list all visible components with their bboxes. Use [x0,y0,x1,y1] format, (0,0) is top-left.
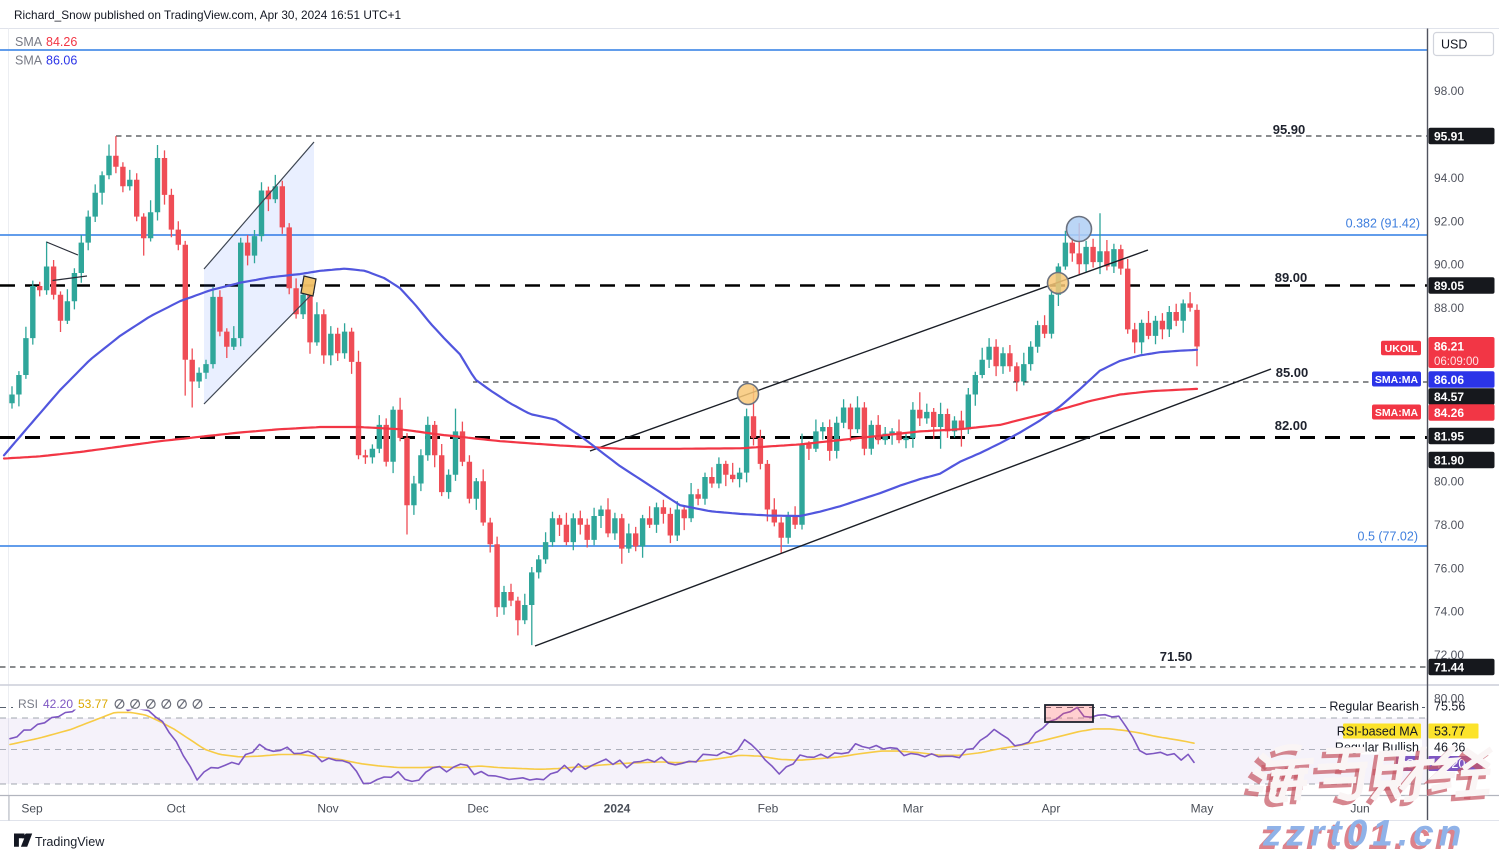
svg-text:2024: 2024 [604,802,631,816]
svg-text:May: May [1191,802,1214,816]
svg-text:85.00: 85.00 [1276,365,1309,380]
svg-text:Apr: Apr [1042,802,1061,816]
svg-text:80.00: 80.00 [1434,475,1464,489]
svg-text:Mar: Mar [903,802,924,816]
svg-text:Oct: Oct [167,802,186,816]
svg-text:84.26: 84.26 [46,35,77,49]
svg-text:42.20: 42.20 [43,697,73,711]
svg-text:Jun: Jun [1350,802,1369,816]
svg-text:RSI: RSI [18,697,38,711]
svg-text:72.00: 72.00 [1434,648,1464,662]
svg-text:76.00: 76.00 [1434,561,1464,575]
svg-text:TradingView: TradingView [35,835,105,849]
svg-text:81.90: 81.90 [1434,453,1464,467]
svg-text:06:09:00: 06:09:00 [1434,356,1479,368]
svg-text:86.21: 86.21 [1434,340,1464,354]
svg-text:75.56: 75.56 [1434,700,1465,714]
svg-text:46.36: 46.36 [1434,741,1465,755]
svg-text:71.44: 71.44 [1434,660,1464,674]
svg-text:RSI-based MA: RSI-based MA [1337,725,1419,739]
svg-text:Nov: Nov [317,802,338,816]
svg-text:84.26: 84.26 [1434,406,1464,420]
svg-text:95.91: 95.91 [1434,129,1464,143]
svg-text:UKOIL: UKOIL [1385,343,1418,355]
svg-text:Richard_Snow published on Trad: Richard_Snow published on TradingView.co… [14,8,401,22]
svg-text:zzrt01.cn: zzrt01.cn [1262,813,1466,854]
svg-text:USD: USD [1441,38,1467,52]
svg-text:86.06: 86.06 [1434,373,1464,387]
svg-text:81.95: 81.95 [1434,429,1464,443]
svg-text:80.00: 80.00 [1434,691,1464,705]
svg-text:98.00: 98.00 [1434,84,1464,98]
svg-text:84.57: 84.57 [1434,390,1464,404]
svg-text:95.90: 95.90 [1273,122,1306,137]
svg-text:92.00: 92.00 [1434,214,1464,228]
svg-text:86.06: 86.06 [46,54,77,68]
svg-text:SMA: SMA [15,35,43,49]
svg-text:zzrt01.cn: zzrt01.cn [1258,816,1462,857]
svg-text:Regular Bearish: Regular Bearish [1329,700,1419,714]
svg-text:SMA:MA: SMA:MA [1375,374,1419,386]
svg-text:94.00: 94.00 [1434,171,1464,185]
svg-text:Feb: Feb [758,802,779,816]
svg-text:78.00: 78.00 [1434,518,1464,532]
svg-text:53.77: 53.77 [78,697,108,711]
svg-text:71.50: 71.50 [1160,649,1193,664]
svg-text:SMA:MA: SMA:MA [1375,407,1419,419]
svg-text:Dec: Dec [467,802,488,816]
svg-text:89.00: 89.00 [1275,270,1308,285]
svg-text:90.00: 90.00 [1434,258,1464,272]
svg-text:89.05: 89.05 [1434,279,1464,293]
svg-text:0.382 (91.42): 0.382 (91.42) [1346,217,1420,231]
svg-text:82.00: 82.00 [1275,418,1308,433]
svg-text:88.00: 88.00 [1434,301,1464,315]
svg-text:SMA: SMA [15,54,43,68]
svg-text:Sep: Sep [21,802,43,816]
svg-text:53.77: 53.77 [1434,725,1465,739]
svg-text:0.5 (77.02): 0.5 (77.02) [1358,530,1418,544]
svg-text:74.00: 74.00 [1434,605,1464,619]
